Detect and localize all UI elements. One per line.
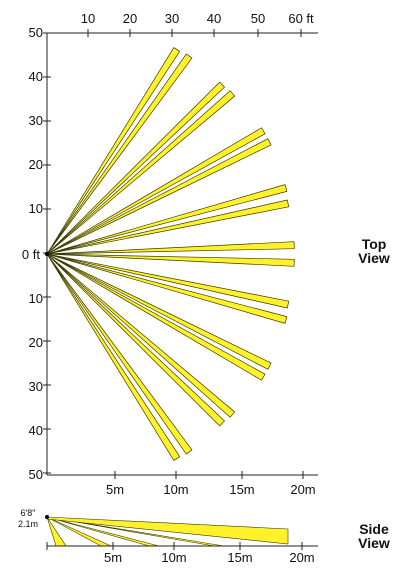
side-view-beams <box>45 515 289 547</box>
detection-beam <box>46 253 288 324</box>
left-axis-labels: 50 40 30 20 10 0 ft 10 20 30 40 50 <box>22 25 43 482</box>
top-axis-tick-label: 50 <box>251 11 265 26</box>
top-view-axes <box>46 32 318 476</box>
left-axis-tick-label: 0 ft <box>22 247 40 262</box>
detection-beam <box>46 127 266 255</box>
detection-beam <box>46 241 295 255</box>
detection-beam <box>46 253 295 267</box>
bottom-axis-tick-label: 15m <box>229 482 254 497</box>
detection-beam <box>46 253 266 381</box>
detection-beam <box>46 47 181 255</box>
detection-beam <box>46 253 290 309</box>
side-view-bottom-labels: 5m 10m 15m 20m <box>104 550 315 565</box>
left-axis-tick-label: 10 <box>29 201 43 216</box>
side-sensor-point <box>45 515 49 519</box>
left-axis-tick-label: 20 <box>29 335 43 350</box>
top-axis-tick-label: 20 <box>123 11 137 26</box>
bottom-axis-tick-label: 10m <box>163 482 188 497</box>
top-axis-tick-label: 10 <box>81 11 95 26</box>
detection-beam <box>46 253 181 461</box>
top-view-label: Top View <box>354 237 394 265</box>
top-view-label-line1: Top <box>361 236 387 252</box>
left-axis-tick-label: 30 <box>29 113 43 128</box>
side-axis-tick-label: 15m <box>227 550 252 565</box>
detection-beam <box>46 53 193 255</box>
top-view-beams <box>44 47 295 461</box>
detection-beam <box>46 199 290 255</box>
bottom-axis-tick-label: 20m <box>290 482 315 497</box>
detection-beam <box>46 253 225 427</box>
left-axis-tick-label: 50 <box>29 467 43 482</box>
top-axis-tick-label: 40 <box>207 11 221 26</box>
left-axis-tick-label: 30 <box>29 379 43 394</box>
side-axis-tick-label: 20m <box>289 550 314 565</box>
side-view: 6'8" 2.1m 5m 10m 15m 20m <box>18 508 318 565</box>
top-view-tick-marks <box>43 29 304 479</box>
sensor-origin-point <box>44 251 50 257</box>
detection-beam <box>46 253 272 370</box>
detection-beam <box>46 184 288 255</box>
detection-beam <box>46 81 225 255</box>
top-axis-tick-label: 30 <box>165 11 179 26</box>
top-view-bottom-labels: 5m 10m 15m 20m <box>106 482 316 497</box>
detection-beam <box>46 138 272 255</box>
side-axis-tick-label: 5m <box>104 550 122 565</box>
side-axis-tick-label: 10m <box>161 550 186 565</box>
top-view-label-line2: View <box>358 250 390 266</box>
side-view-tick-marks <box>46 542 303 550</box>
left-axis-tick-label: 40 <box>29 69 43 84</box>
detection-beam <box>46 90 236 255</box>
left-axis-tick-label: 40 <box>29 423 43 438</box>
side-view-label-line2: View <box>358 535 390 551</box>
left-axis-tick-label: 10 <box>29 291 43 306</box>
left-axis-tick-label: 50 <box>29 25 43 40</box>
top-axis-tick-label: 60 ft <box>288 11 314 26</box>
detection-beam <box>46 253 236 418</box>
side-view-label: Side View <box>354 522 394 550</box>
side-view-label-line1: Side <box>359 521 389 537</box>
detection-beam <box>46 253 193 455</box>
top-axis-labels: 10 20 30 40 50 60 ft <box>81 11 314 26</box>
bottom-axis-tick-label: 5m <box>106 482 124 497</box>
side-height-label-ft: 6'8" <box>21 508 36 518</box>
side-height-label-m: 2.1m <box>18 519 38 529</box>
side-long-range-beam <box>46 516 289 545</box>
left-axis-tick-label: 20 <box>29 157 43 172</box>
